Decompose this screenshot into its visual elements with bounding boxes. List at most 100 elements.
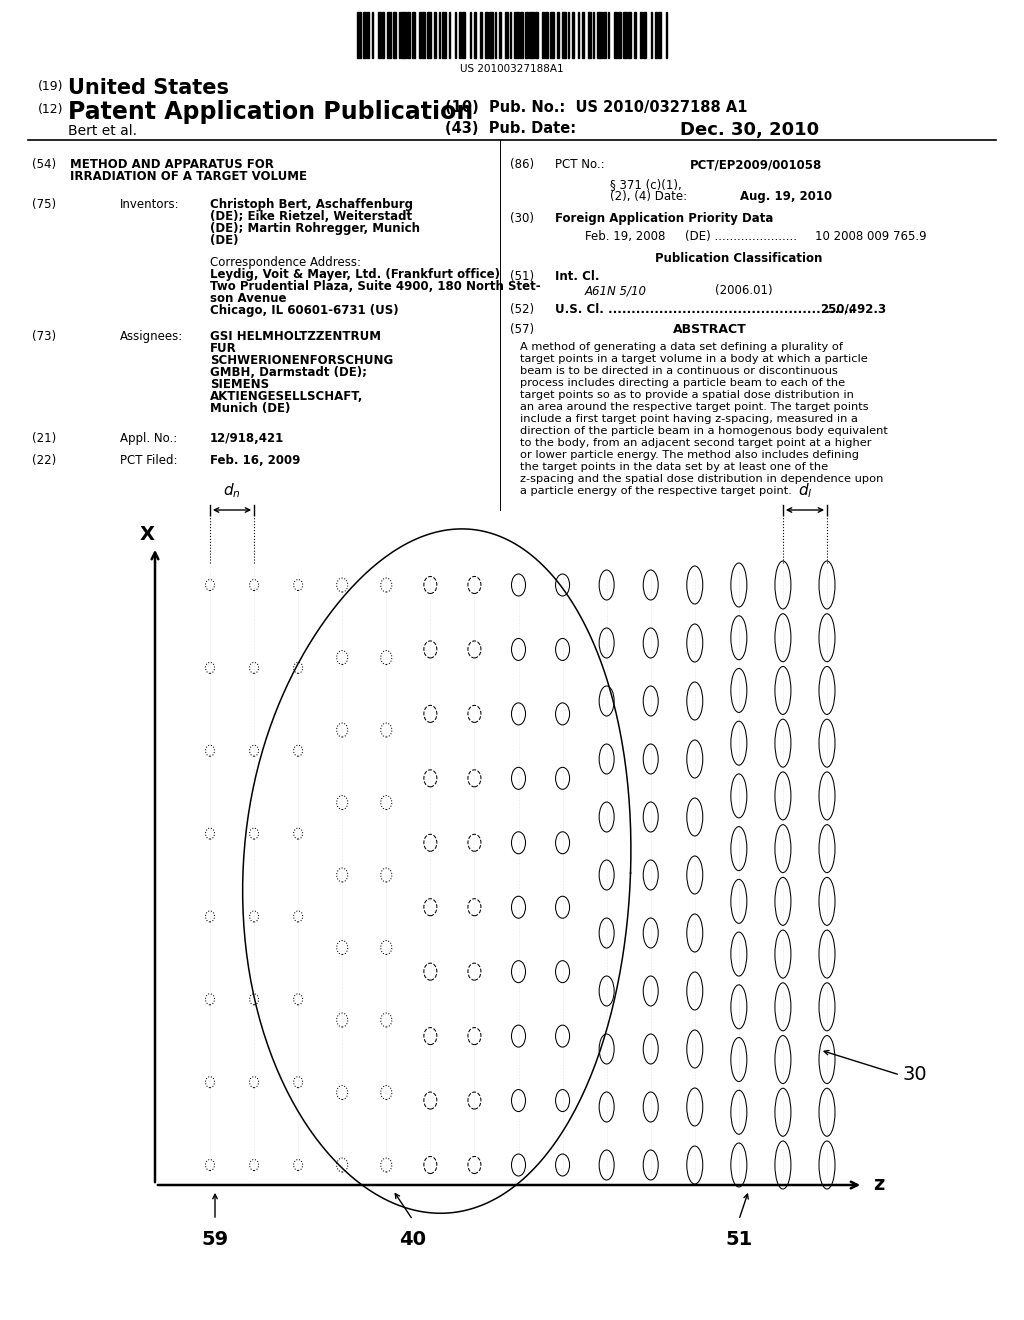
Bar	[392, 12, 395, 58]
Text: PCT/EP2009/001058: PCT/EP2009/001058	[690, 158, 822, 172]
Bar	[557, 12, 559, 58]
Text: the target points in the data set by at least one of the: the target points in the data set by at …	[520, 462, 828, 473]
Bar	[655, 12, 656, 58]
Bar	[520, 12, 523, 58]
Bar	[640, 12, 642, 58]
Text: (73): (73)	[32, 330, 56, 343]
Bar	[505, 12, 508, 58]
Bar	[635, 12, 636, 58]
Text: Christoph Bert, Aschaffenburg: Christoph Bert, Aschaffenburg	[210, 198, 413, 211]
Text: (DE); Martin Rohregger, Munich: (DE); Martin Rohregger, Munich	[210, 222, 420, 235]
Bar	[460, 12, 461, 58]
Bar	[658, 12, 662, 58]
Bar	[387, 12, 391, 58]
Bar	[470, 12, 471, 58]
Bar	[422, 12, 425, 58]
Bar	[368, 12, 369, 58]
Text: include a first target point having z-spacing, measured in a: include a first target point having z-sp…	[520, 414, 858, 424]
Text: § 371 (c)(1),: § 371 (c)(1),	[610, 178, 682, 191]
Text: 12/918,421: 12/918,421	[210, 432, 285, 445]
Text: 59: 59	[202, 1230, 228, 1249]
Bar	[434, 12, 435, 58]
Bar	[629, 12, 632, 58]
Text: (30): (30)	[510, 213, 534, 224]
Bar	[562, 12, 566, 58]
Text: $d_n$: $d_n$	[223, 482, 241, 500]
Bar	[514, 12, 519, 58]
Bar	[623, 12, 627, 58]
Text: (22): (22)	[32, 454, 56, 467]
Text: (51): (51)	[510, 271, 535, 282]
Text: SCHWERIONENFORSCHUNG: SCHWERIONENFORSCHUNG	[210, 354, 393, 367]
Text: (54): (54)	[32, 158, 56, 172]
Text: GSI HELMHOLTZZENTRUM: GSI HELMHOLTZZENTRUM	[210, 330, 381, 343]
Bar	[357, 12, 361, 58]
Bar	[378, 12, 381, 58]
Bar	[401, 12, 406, 58]
Text: Bert et al.: Bert et al.	[68, 124, 137, 139]
Bar	[398, 12, 400, 58]
Text: SIEMENS: SIEMENS	[210, 378, 269, 391]
Text: 250/492.3: 250/492.3	[820, 304, 886, 315]
Text: son Avenue: son Avenue	[210, 292, 287, 305]
Text: (19): (19)	[38, 81, 63, 92]
Bar	[529, 12, 534, 58]
Bar	[495, 12, 497, 58]
Bar	[597, 12, 602, 58]
Bar	[474, 12, 476, 58]
Text: IRRADIATION OF A TARGET VOLUME: IRRADIATION OF A TARGET VOLUME	[70, 170, 307, 183]
Text: (12): (12)	[38, 103, 63, 116]
Text: PCT No.:: PCT No.:	[555, 158, 604, 172]
Bar	[427, 12, 431, 58]
Text: 30: 30	[903, 1065, 928, 1085]
Bar	[593, 12, 594, 58]
Text: Appl. No.:: Appl. No.:	[120, 432, 177, 445]
Text: a particle energy of the respective target point.: a particle energy of the respective targ…	[520, 486, 792, 496]
Text: target points in a target volume in a body at which a particle: target points in a target volume in a bo…	[520, 354, 867, 364]
Bar	[412, 12, 415, 58]
Bar	[441, 12, 446, 58]
Text: (75): (75)	[32, 198, 56, 211]
Text: METHOD AND APPARATUS FOR: METHOD AND APPARATUS FOR	[70, 158, 273, 172]
Text: Feb. 19, 2008: Feb. 19, 2008	[585, 230, 666, 243]
Text: (10)  Pub. No.:  US 2010/0327188 A1: (10) Pub. No.: US 2010/0327188 A1	[445, 100, 748, 115]
Bar	[449, 12, 451, 58]
Text: A method of generating a data set defining a plurality of: A method of generating a data set defini…	[520, 342, 843, 352]
Text: (DE): (DE)	[210, 234, 239, 247]
Bar	[408, 12, 411, 58]
Bar	[372, 12, 374, 58]
Text: A61N 5/10: A61N 5/10	[585, 284, 647, 297]
Bar	[607, 12, 609, 58]
Text: $d_l$: $d_l$	[798, 482, 812, 500]
Text: FUR: FUR	[210, 342, 237, 355]
Bar	[419, 12, 421, 58]
Bar	[589, 12, 591, 58]
Text: Int. Cl.: Int. Cl.	[555, 271, 599, 282]
Bar	[567, 12, 569, 58]
Bar	[546, 12, 548, 58]
Text: z: z	[873, 1176, 885, 1195]
Text: Foreign Application Priority Data: Foreign Application Priority Data	[555, 213, 773, 224]
Text: (2), (4) Date:: (2), (4) Date:	[610, 190, 687, 203]
Text: U.S. Cl. .....................................................: U.S. Cl. ...............................…	[555, 304, 853, 315]
Text: target points so as to provide a spatial dose distribution in: target points so as to provide a spatial…	[520, 389, 854, 400]
Text: (DE) ......................: (DE) ......................	[685, 230, 797, 243]
Bar	[613, 12, 616, 58]
Bar	[489, 12, 494, 58]
Text: (57): (57)	[510, 323, 535, 337]
Bar	[618, 12, 621, 58]
Bar	[462, 12, 465, 58]
Bar	[455, 12, 457, 58]
Text: direction of the particle beam in a homogenous body equivalent: direction of the particle beam in a homo…	[520, 426, 888, 436]
Text: Correspondence Address:: Correspondence Address:	[210, 256, 361, 269]
Text: Inventors:: Inventors:	[120, 198, 179, 211]
Text: 40: 40	[399, 1230, 426, 1249]
Bar	[603, 12, 606, 58]
Bar	[480, 12, 481, 58]
Text: United States: United States	[68, 78, 229, 98]
Bar	[382, 12, 384, 58]
Text: 51: 51	[725, 1230, 753, 1249]
Text: an area around the respective target point. The target points: an area around the respective target poi…	[520, 403, 868, 412]
Text: Leydig, Voit & Mayer, Ltd. (Frankfurt office): Leydig, Voit & Mayer, Ltd. (Frankfurt of…	[210, 268, 500, 281]
Text: PCT Filed:: PCT Filed:	[120, 454, 177, 467]
